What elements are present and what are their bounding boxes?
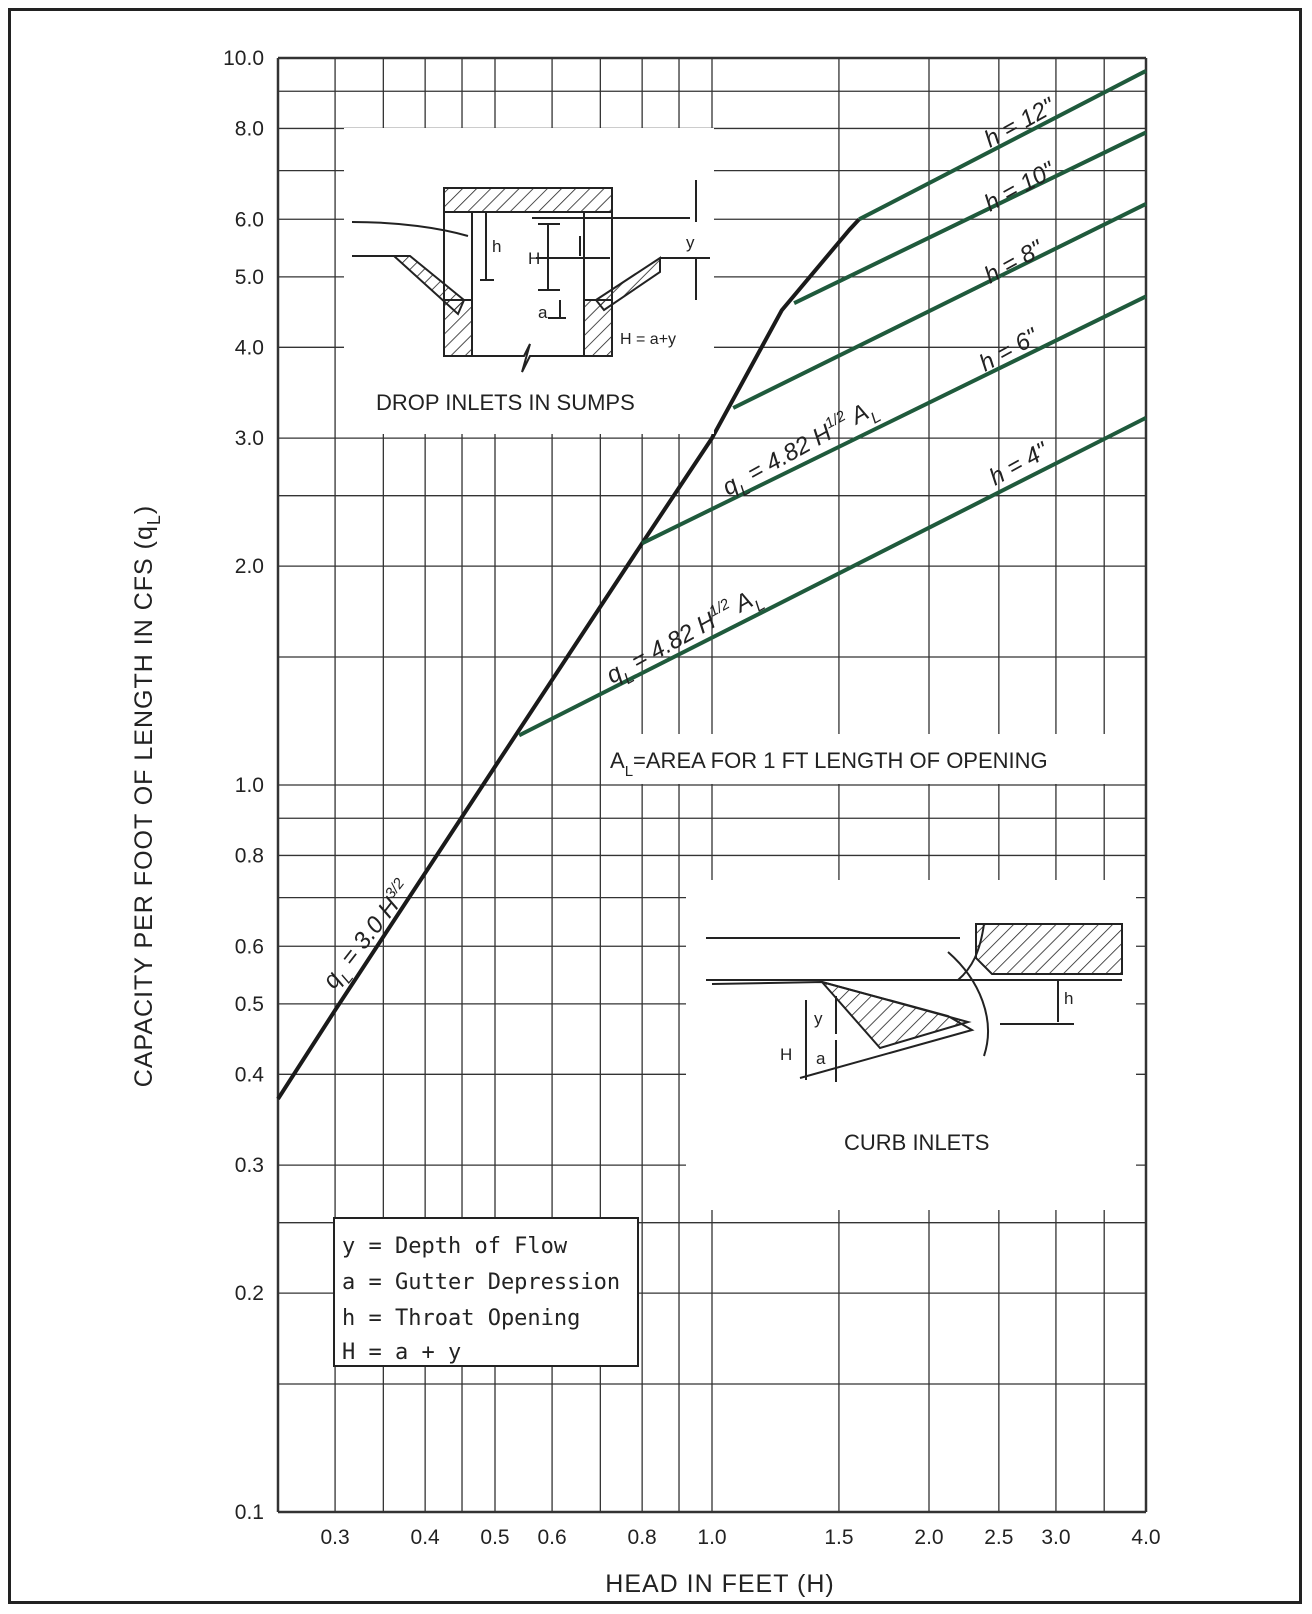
y-tick-label: 0.2 — [235, 1282, 264, 1305]
drop-inlet-y-dim — [579, 180, 697, 300]
y-tick-label: 0.5 — [235, 993, 264, 1016]
y-axis-title-sub: L — [144, 514, 164, 525]
y-axis-title-main: CAPACITY PER FOOT OF LENGTH IN CFS (q — [130, 525, 158, 1087]
drop-inlet-right-grate — [594, 256, 661, 312]
area-note-sub: L — [625, 763, 633, 780]
x-tick-label: 1.5 — [824, 1526, 853, 1549]
drop-inlet-H-label: H — [528, 249, 540, 268]
curve-label-h10: h = 10" — [980, 156, 1061, 217]
x-tick-label: 0.4 — [411, 1526, 441, 1549]
x-tick-label: 2.5 — [984, 1526, 1013, 1549]
x-axis-title: HEAD IN FEET (H) — [605, 1570, 834, 1598]
curb-inlet-H-label: H — [780, 1045, 792, 1064]
y-tick-label: 8.0 — [235, 117, 264, 140]
drop-inlet-break — [472, 343, 584, 373]
area-note-rest: =AREA FOR 1 FT LENGTH OF OPENING — [633, 748, 1048, 773]
drop-inlet-h-dim — [480, 212, 494, 281]
drop-inlet-formula: H = a+y — [620, 331, 676, 348]
drop-inlet-left-grate — [391, 255, 466, 316]
x-tick-label: 0.6 — [537, 1526, 566, 1549]
drop-inlet-a-label: a — [538, 303, 548, 322]
drop-inlet-y-label: y — [686, 233, 695, 252]
y-tick-label: 6.0 — [235, 208, 264, 231]
x-tick-label: 0.3 — [320, 1526, 349, 1549]
y-axis-title: CAPACITY PER FOOT OF LENGTH IN CFS (qL) — [130, 505, 164, 1087]
y-tick-label: 3.0 — [235, 427, 264, 450]
curb-inlet-h-label: h — [1064, 989, 1073, 1008]
curb-inlet-water — [706, 923, 1122, 981]
drop-inlet-caption: DROP INLETS IN SUMPS — [376, 390, 635, 415]
y-tick-label: 2.0 — [235, 555, 264, 578]
curb-inlet-y-label: y — [814, 1009, 823, 1028]
legend-line-1: y = Depth of Flow — [342, 1234, 568, 1259]
area-note: AL=AREA FOR 1 FT LENGTH OF OPENING — [610, 748, 1048, 780]
area-note-a: A — [610, 748, 625, 773]
series-line-4 — [793, 130, 1147, 305]
x-tick-label: 3.0 — [1041, 1526, 1070, 1549]
series-line-3 — [732, 202, 1147, 410]
legend-line-4: H = a + y — [342, 1340, 461, 1365]
drop-inlet-diagram — [351, 180, 710, 373]
curb-inlet-slab — [975, 923, 1123, 975]
x-tick-label: 2.0 — [914, 1526, 943, 1549]
tick-label-layer: 0.3 0.4 0.5 0.6 0.8 1.0 1.5 2.0 2.5 3.0 4.0 0.1 0.2 0… — [223, 47, 1160, 1549]
curve-label-h8: h = 8" — [980, 235, 1049, 290]
drop-inlet-a-dim — [548, 300, 566, 319]
x-tick-label: 4.0 — [1131, 1526, 1160, 1549]
area-note-panel — [602, 734, 1136, 784]
series-line-0 — [276, 217, 861, 1100]
y-tick-label: 10.0 — [223, 47, 264, 70]
curb-inlet-h-dim — [1000, 980, 1074, 1025]
series-line-2 — [641, 294, 1147, 546]
drop-inlet-top-slab — [443, 187, 613, 213]
drop-inlet-H-dim — [538, 223, 560, 291]
y-tick-label: 0.1 — [235, 1501, 264, 1524]
eq-weir-lower: qL = 4.82 H1/2 AL — [601, 581, 768, 695]
curb-inlet-gutter-hatch — [819, 980, 972, 1050]
chart-frame — [8, 8, 1302, 1604]
curb-inlet-curve — [947, 951, 989, 1057]
y-tick-label: 4.0 — [235, 336, 264, 359]
curve-label-h6: h = 6" — [975, 323, 1044, 378]
series-layer — [276, 69, 1147, 1100]
y-tick-label: 0.8 — [235, 844, 264, 867]
curb-inlet-a-label: a — [816, 1049, 826, 1068]
y-tick-label: 0.3 — [235, 1154, 264, 1177]
y-tick-label: 5.0 — [235, 266, 264, 289]
legend-line-2: a = Gutter Depression — [342, 1270, 620, 1295]
y-tick-label: 1.0 — [235, 774, 264, 797]
legend-line-3: h = Throat Opening — [342, 1306, 580, 1331]
curb-inlet-diagram — [706, 923, 1123, 1082]
x-tick-label: 1.0 — [697, 1526, 726, 1549]
series-line-1 — [518, 416, 1147, 738]
x-tick-label: 0.5 — [480, 1526, 509, 1549]
eq-main: qL = 3.0 H3/2 — [316, 875, 423, 998]
y-tick-label: 0.6 — [235, 935, 264, 958]
series-line-5 — [858, 69, 1147, 222]
eq-weir-upper: qL = 4.82 H1/2 AL — [717, 393, 884, 507]
x-tick-label: 0.8 — [628, 1526, 657, 1549]
legend-panel — [333, 1217, 639, 1367]
drop-inlet-water-left — [351, 221, 469, 257]
y-axis-title-close: ) — [130, 505, 158, 514]
y-tick-label: 0.4 — [235, 1063, 265, 1086]
eq-weir-upper-tail: A — [841, 399, 873, 433]
drop-inlet-h-label: h — [492, 237, 501, 256]
drop-inlet-panel — [344, 128, 714, 434]
curb-inlet-caption: CURB INLETS — [844, 1130, 989, 1155]
